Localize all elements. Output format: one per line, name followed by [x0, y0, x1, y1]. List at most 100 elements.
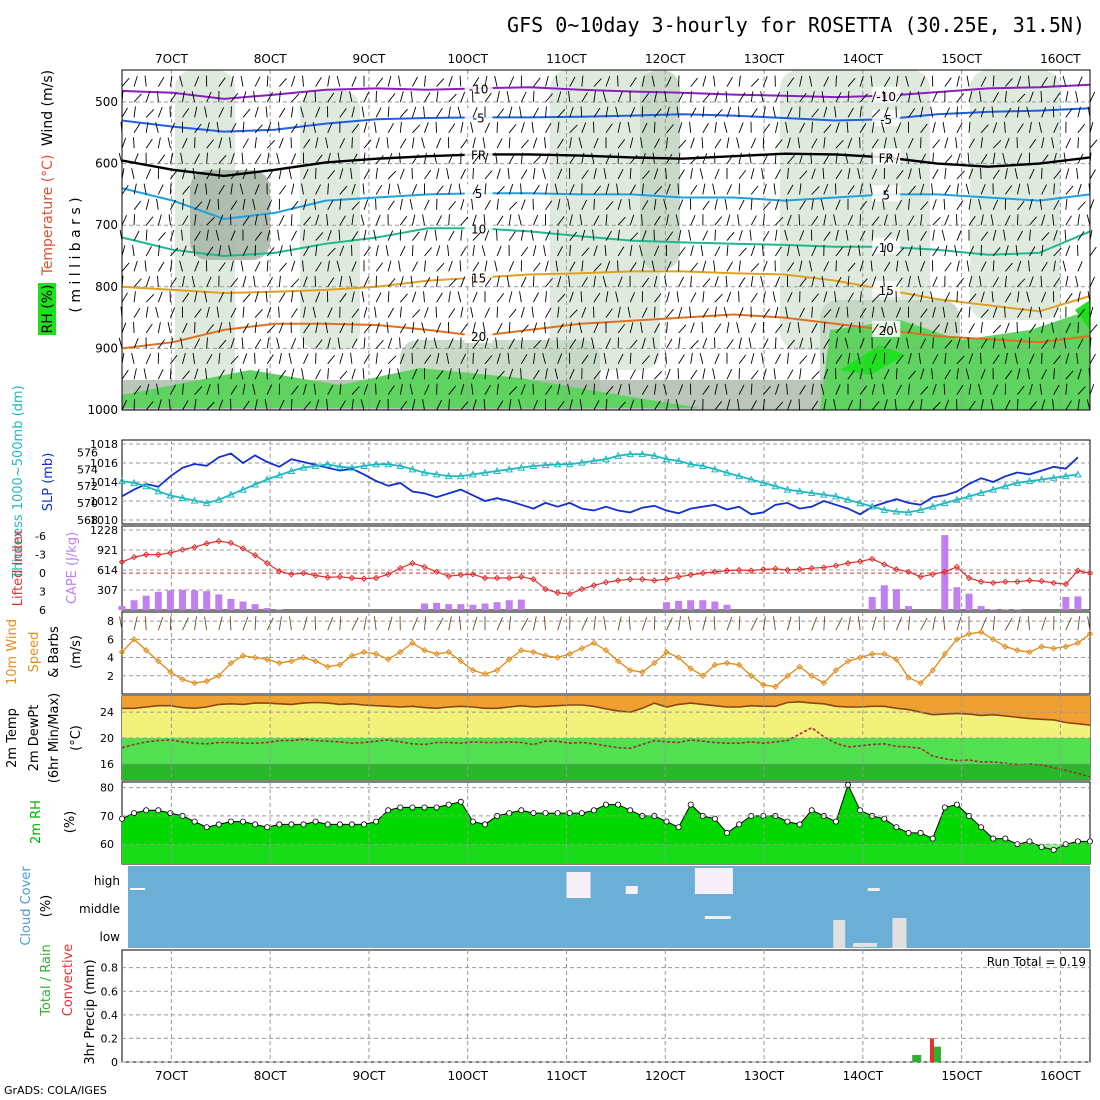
wind-barb: [762, 308, 771, 318]
wind-barb: [508, 338, 515, 349]
wind-barb: [1041, 261, 1048, 272]
wind-barb: [557, 198, 561, 210]
wind-barb: [654, 138, 660, 149]
pressure-tick: 800: [95, 280, 118, 294]
wind-barb: [678, 152, 681, 164]
li-point: [1002, 578, 1009, 585]
contour-label: 15: [879, 284, 894, 298]
wind-barb: [775, 324, 783, 334]
li-tick: 3: [39, 586, 46, 599]
wind-barb: [653, 168, 659, 180]
wind-barb: [179, 260, 183, 272]
wind-barb: [871, 401, 880, 411]
wind-barb: [496, 138, 503, 149]
rh-point: [615, 801, 622, 808]
wind-barb: [941, 229, 946, 241]
contour-label: FR: [879, 151, 894, 165]
wind-barb: [787, 339, 795, 349]
wind-barb: [327, 247, 336, 257]
cloud-level-label: middle: [79, 902, 120, 916]
wind-barb: [412, 309, 421, 318]
wind-barb: [835, 324, 844, 334]
wind-barb: [738, 291, 740, 303]
wind-speed-point: [263, 656, 271, 663]
wind-barb: [810, 152, 813, 164]
wind-barb: [799, 277, 807, 288]
wind-barb: [303, 121, 306, 133]
wind-barb: [675, 399, 680, 411]
rh-point: [1002, 835, 1009, 842]
wind-barb: [315, 107, 321, 118]
wind-barb: [363, 246, 371, 257]
wind-barb: [412, 338, 419, 349]
wind-barb: [157, 261, 165, 272]
wind-speed-line: [121, 631, 1091, 688]
wind-barb: [835, 152, 838, 164]
wind-barb: [327, 307, 333, 318]
wind-barb: [760, 91, 764, 103]
wind-barb: [1089, 246, 1097, 257]
wind-speed-point: [1050, 645, 1057, 652]
wind-barb: [290, 260, 296, 272]
wind-speed-point: [1074, 639, 1082, 647]
wind-barb: [531, 306, 534, 318]
wind-barb: [775, 246, 782, 257]
wind-barb: [762, 106, 766, 118]
wind-barb: [168, 214, 171, 226]
wind-barb: [557, 245, 563, 257]
wind-barb: [169, 122, 176, 133]
wind-barb: [241, 152, 244, 164]
wind-barb: [145, 91, 151, 103]
wind-barb: [1016, 398, 1019, 411]
wind-barb: [460, 229, 463, 241]
rh-point: [264, 824, 271, 831]
rh-point: [542, 810, 549, 817]
wind-barb: [714, 121, 717, 133]
surface-wind-barb: [424, 616, 427, 631]
cape-bar: [505, 600, 513, 610]
wind-barb: [520, 324, 529, 334]
wind-barb: [182, 198, 184, 210]
wind-barb: [628, 198, 631, 210]
wind-barb: [920, 106, 924, 118]
wind-barb: [690, 214, 696, 226]
wind-barb: [821, 91, 825, 103]
wind-barb: [315, 214, 320, 226]
surface-wind-barb: [857, 616, 861, 631]
wind-barb: [229, 322, 232, 334]
wind-barb: [436, 245, 441, 257]
wind-barb: [276, 337, 280, 349]
wind-barb: [775, 401, 784, 411]
wind-barb: [702, 230, 709, 241]
wind-barb: [1065, 168, 1070, 180]
wind-barb: [327, 354, 335, 365]
wind-barb: [327, 199, 334, 211]
time-axis-labels: 7OCT7OCT8OCT8OCT9OCT9OCT10OCT10OCT11OCT1…: [155, 52, 1081, 1083]
wind-barb: [859, 153, 865, 164]
wind-barb: [482, 137, 486, 149]
cape-bar: [675, 600, 683, 610]
wind-barb: [896, 384, 902, 395]
wind-barb: [436, 399, 442, 411]
wind-barb: [1089, 324, 1098, 334]
wind-barb: [266, 229, 271, 241]
wind-barb: [436, 322, 442, 334]
wind-speed-point: [881, 650, 888, 658]
wind-barb: [678, 384, 684, 395]
wind-barb: [761, 168, 764, 180]
wind-barb: [1004, 352, 1008, 364]
wind-barb: [1002, 337, 1006, 349]
thickness-tick: 572: [77, 480, 98, 493]
wind-label-4: (m/s): [69, 635, 84, 669]
wind-barb: [871, 91, 877, 103]
cape-bar: [166, 590, 174, 610]
wind-barb: [859, 137, 861, 149]
wind-barb: [399, 216, 408, 226]
wind-barb: [387, 93, 396, 103]
wind-barb: [424, 247, 432, 257]
surface-wind-barb: [835, 617, 843, 631]
wind-barb: [847, 245, 852, 257]
wind-barb: [956, 368, 959, 380]
precip-tick: 0.6: [101, 985, 119, 998]
wind-barb: [315, 261, 322, 272]
